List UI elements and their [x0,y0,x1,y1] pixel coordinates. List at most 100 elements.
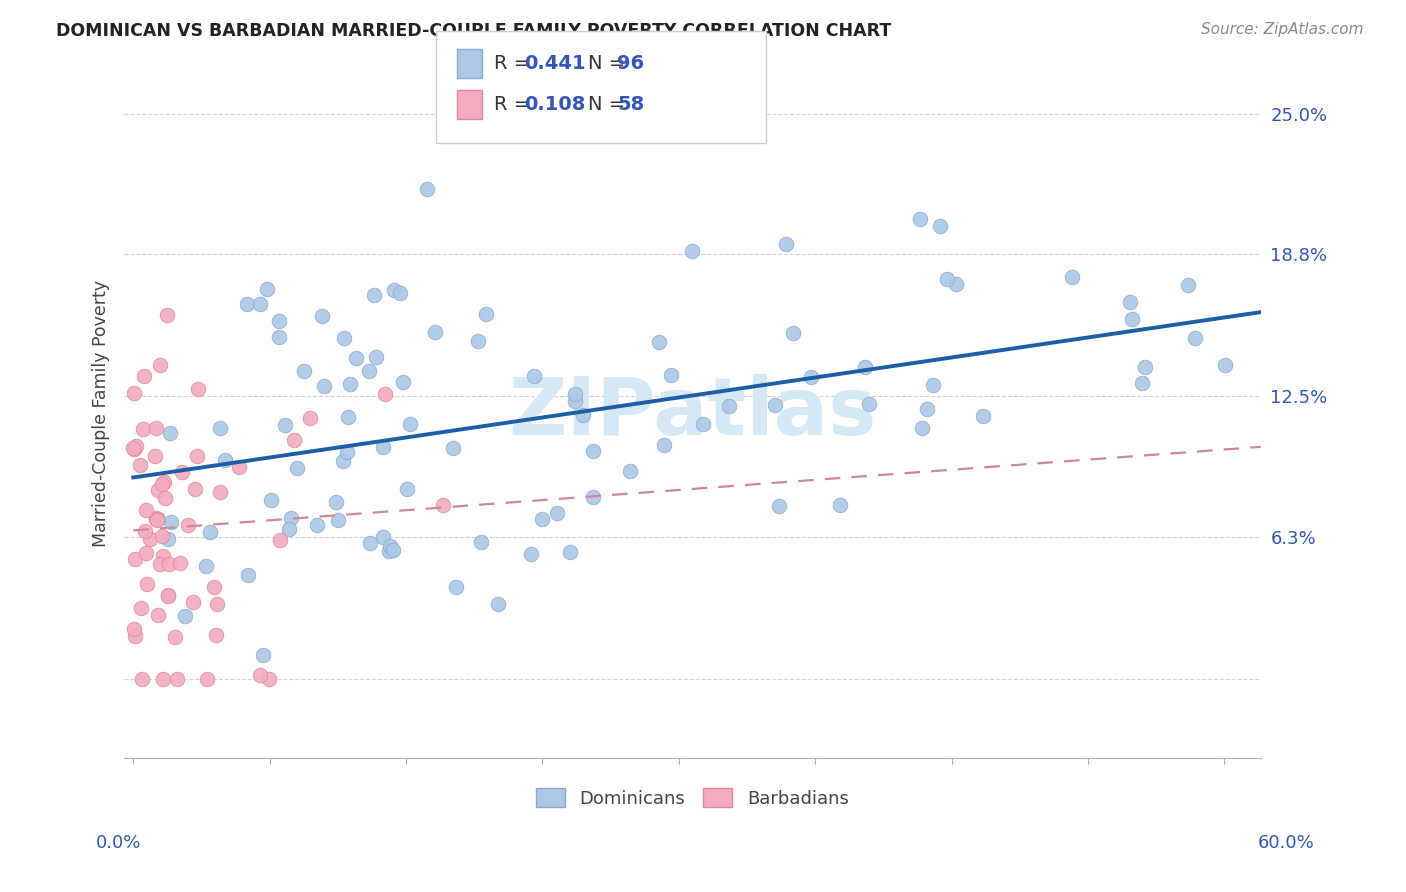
Point [267,314,290,328]
Point [146,607,169,622]
Point [910,211,932,226]
Point [135,546,157,560]
Point [1130,376,1153,391]
Point [546,506,568,520]
Point [195,672,218,686]
Point [325,494,347,508]
Point [800,369,823,384]
Point [148,558,170,572]
Text: 60.0%: 60.0% [1258,834,1315,852]
Point [564,386,586,401]
Point [135,577,157,591]
Point [228,459,250,474]
Point [274,417,297,432]
Point [470,535,492,549]
Point [139,532,162,546]
Point [169,557,191,571]
Text: 0.441: 0.441 [524,54,586,73]
Point [1177,278,1199,293]
Point [911,421,934,435]
Point [145,513,167,527]
Point [652,438,675,452]
Point [129,458,152,472]
Point [339,377,361,392]
Point [1184,330,1206,344]
Point [582,444,605,458]
Point [475,307,498,321]
Point [176,517,198,532]
Point [163,630,186,644]
Point [945,277,967,291]
Point [259,492,281,507]
Point [359,364,381,378]
Point [208,421,231,435]
Point [828,498,851,512]
Point [174,608,197,623]
Point [186,449,208,463]
Text: 58: 58 [617,95,644,114]
Text: R =: R = [494,95,536,114]
Point [858,397,880,411]
Point [531,511,554,525]
Point [269,533,291,547]
Point [423,325,446,339]
Point [238,568,260,582]
Text: Source: ZipAtlas.com: Source: ZipAtlas.com [1201,22,1364,37]
Point [935,272,957,286]
Point [129,601,152,615]
Point [280,511,302,525]
Point [184,483,207,497]
Point [775,236,797,251]
Point [131,422,153,436]
Point [921,378,943,392]
Point [443,441,465,455]
Point [972,409,994,423]
Point [374,386,396,401]
Point [267,330,290,344]
Point [307,518,329,533]
Point [134,524,156,538]
Point [145,421,167,435]
Point [395,483,418,497]
Point [292,364,315,378]
Point [380,540,402,554]
Point [647,334,669,349]
Point [520,547,543,561]
Point [299,411,322,425]
Text: 96: 96 [617,54,644,73]
Point [619,464,641,478]
Point [659,368,682,382]
Point [157,557,180,571]
Point [204,628,226,642]
Point [153,491,176,505]
Point [326,513,349,527]
Point [377,543,399,558]
Point [252,648,274,662]
Point [124,439,146,453]
Point [194,559,217,574]
Point [249,668,271,682]
Point [283,433,305,447]
Point [311,309,333,323]
Point [336,409,359,424]
Legend: Dominicans, Barbadians: Dominicans, Barbadians [529,781,856,815]
Point [149,358,172,372]
Text: R =: R = [494,54,536,73]
Point [146,512,169,526]
Point [150,476,173,491]
Point [389,286,412,301]
Point [134,369,156,384]
Point [156,588,179,602]
Point [333,331,356,345]
Point [157,532,180,546]
Point [853,359,876,374]
Point [157,590,180,604]
Point [572,408,595,422]
Point [156,308,179,322]
Point [692,417,714,432]
Y-axis label: Married-Couple Family Poverty: Married-Couple Family Poverty [93,280,110,547]
Point [681,244,703,258]
Point [181,595,204,609]
Point [122,442,145,456]
Point [1060,269,1083,284]
